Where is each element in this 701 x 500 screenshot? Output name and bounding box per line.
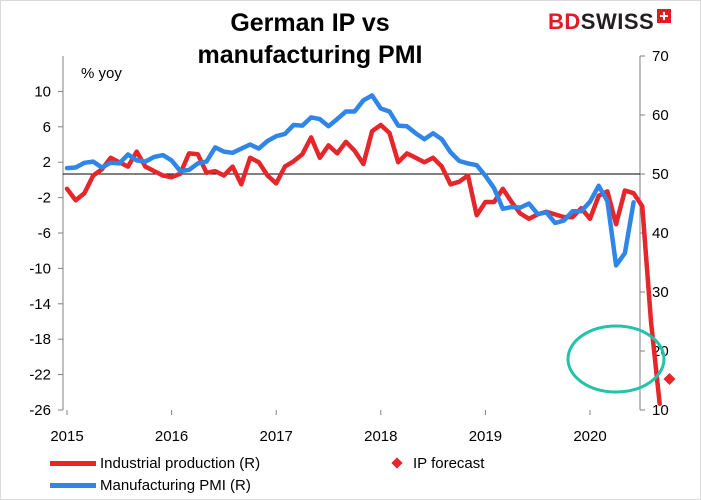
left-tick-label: -2: [38, 190, 51, 207]
right-tick-label: 60: [652, 107, 669, 124]
left-tick-label: -18: [29, 331, 51, 348]
left-tick-label: -22: [29, 367, 51, 384]
right-tick-label: 40: [652, 225, 669, 242]
logo-text: BDSWISS: [548, 9, 655, 34]
legend-item-industrial-production: Industrial production (R): [50, 454, 260, 472]
right-tick-label: 30: [652, 284, 669, 301]
legend-swatch-pmi: [50, 482, 96, 488]
left-tick-label: 10: [34, 83, 51, 100]
x-tick-label: 2020: [573, 428, 606, 445]
legend-item-manufacturing-pmi: Manufacturing PMI (R): [50, 476, 251, 494]
left-tick-label: -14: [29, 296, 51, 313]
right-tick-label: 10: [652, 402, 669, 419]
left-tick-label: 2: [43, 154, 51, 171]
series-line-industrial-production: [64, 122, 662, 407]
x-tick-label: 2018: [364, 428, 397, 445]
diamond-icon: [391, 457, 403, 469]
left-tick-label: -26: [29, 402, 51, 419]
chart-title-line2: manufacturing PMI: [197, 41, 423, 69]
x-tick-label: 2016: [155, 428, 188, 445]
legend-label-ip: Industrial production (R): [100, 454, 261, 472]
x-tick-label: 2015: [50, 428, 83, 445]
legend-label-forecast: IP forecast: [413, 454, 485, 472]
x-tick-label: 2017: [260, 428, 293, 445]
chart-title-line1: German IP vs: [230, 9, 390, 37]
right-tick-label: 50: [652, 166, 669, 183]
legend-item-ip-forecast: IP forecast: [391, 454, 485, 472]
right-tick-label: 70: [652, 48, 669, 65]
left-tick-label: -10: [29, 260, 51, 277]
left-tick-label: -6: [38, 225, 51, 242]
bdswiss-logo: BDSWISS: [548, 7, 672, 37]
left-tick-label: 6: [43, 119, 51, 136]
unit-label: % yoy: [81, 65, 122, 82]
legend-label-pmi: Manufacturing PMI (R): [100, 476, 251, 494]
forecast-point: [663, 373, 676, 386]
x-tick-label: 2019: [469, 428, 502, 445]
series-line-manufacturing-pmi: [64, 93, 636, 268]
legend-swatch-ip: [50, 460, 96, 466]
swiss-cross-icon: [657, 9, 672, 23]
highlight-circle: [566, 324, 666, 394]
